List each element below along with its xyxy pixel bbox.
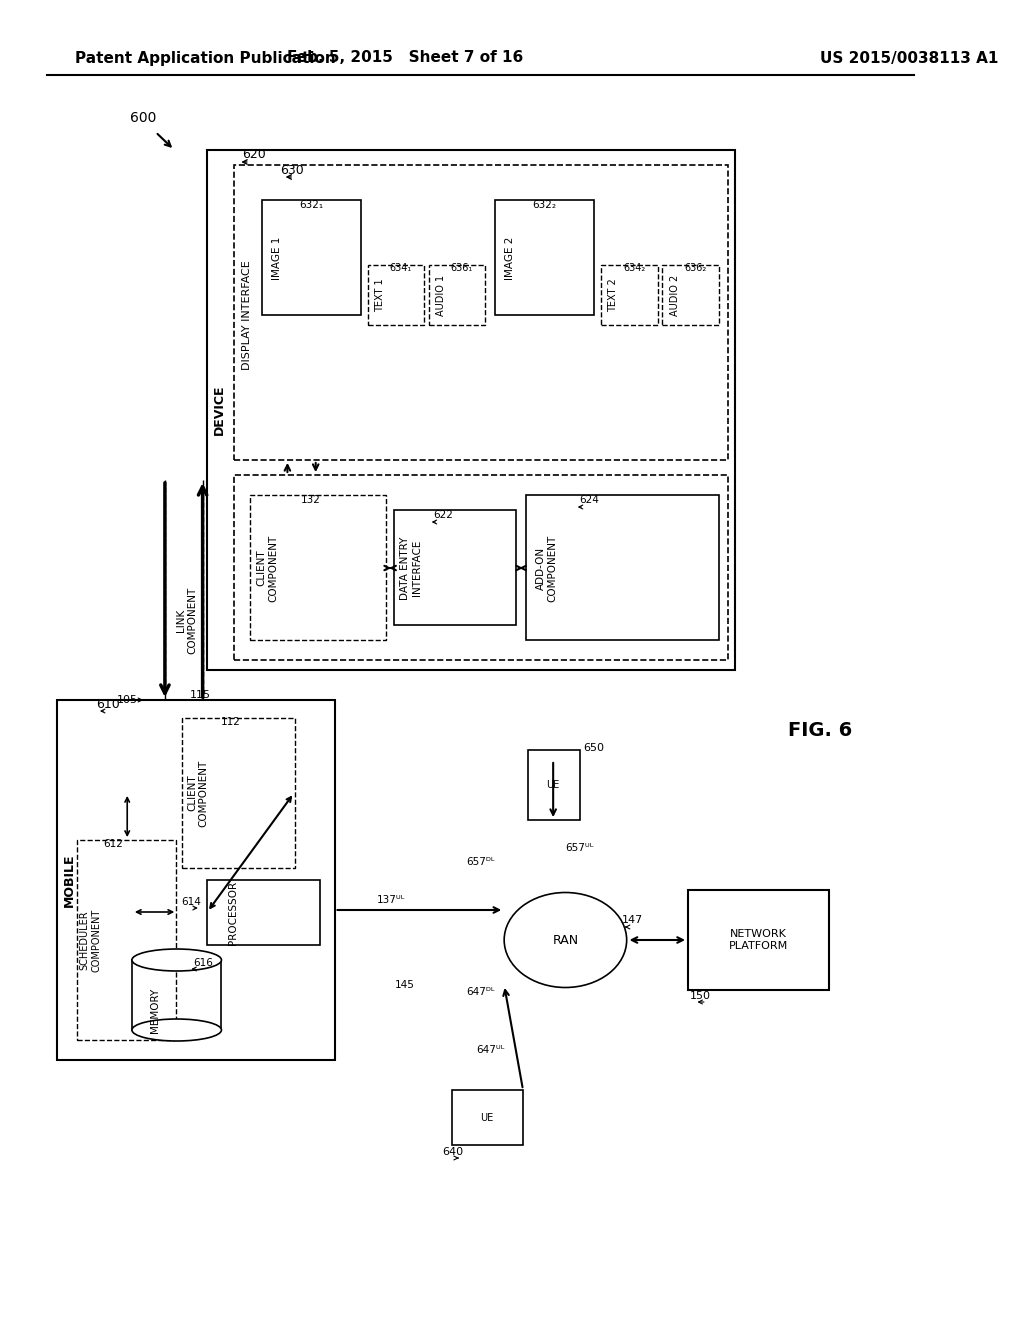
Bar	[495, 201, 594, 315]
Bar	[56, 700, 335, 1060]
Text: CLIENT
COMPONENT: CLIENT COMPONENT	[187, 759, 209, 826]
Text: 115: 115	[190, 690, 211, 700]
Text: 614: 614	[181, 898, 202, 907]
Bar	[77, 840, 176, 1040]
Text: FIG. 6: FIG. 6	[787, 721, 852, 739]
Text: CLIENT
COMPONENT: CLIENT COMPONENT	[257, 535, 279, 602]
Text: 112: 112	[221, 717, 241, 727]
Bar	[233, 475, 728, 660]
Text: SCHEDULER
COMPONENT: SCHEDULER COMPONENT	[80, 908, 101, 972]
Bar	[527, 750, 580, 820]
Ellipse shape	[504, 892, 627, 987]
Text: 634₂: 634₂	[623, 263, 645, 273]
Text: Patent Application Publication: Patent Application Publication	[76, 50, 336, 66]
Bar	[207, 150, 735, 671]
Text: AUDIO 2: AUDIO 2	[670, 275, 680, 315]
Text: LINK
COMPONENT: LINK COMPONENT	[176, 586, 198, 653]
Text: PROCESSOR: PROCESSOR	[227, 880, 238, 945]
Text: 632₁: 632₁	[299, 201, 323, 210]
Text: Feb. 5, 2015   Sheet 7 of 16: Feb. 5, 2015 Sheet 7 of 16	[287, 50, 523, 66]
Text: 650: 650	[584, 743, 604, 752]
Bar	[233, 165, 728, 459]
Bar	[394, 510, 516, 624]
Text: 624: 624	[580, 495, 599, 506]
Bar	[663, 265, 719, 325]
Text: 657ᴰᴸ: 657ᴰᴸ	[466, 857, 495, 867]
Bar	[429, 265, 485, 325]
Ellipse shape	[132, 949, 221, 972]
Bar	[182, 718, 295, 869]
Text: ADD-ON
COMPONENT: ADD-ON COMPONENT	[536, 535, 557, 602]
Bar	[262, 201, 360, 315]
Ellipse shape	[132, 1019, 221, 1041]
Text: 137ᵁᴸ: 137ᵁᴸ	[377, 895, 406, 906]
Text: MOBILE: MOBILE	[63, 853, 76, 907]
Bar	[601, 265, 657, 325]
Text: TEXT 1: TEXT 1	[375, 279, 385, 312]
Bar	[526, 495, 719, 640]
Text: 632₂: 632₂	[532, 201, 557, 210]
Text: US 2015/0038113 A1: US 2015/0038113 A1	[820, 50, 998, 66]
Bar	[132, 960, 221, 1030]
Bar	[207, 880, 321, 945]
Text: MEMORY: MEMORY	[151, 987, 161, 1032]
Text: UE: UE	[547, 780, 560, 789]
Text: 610: 610	[96, 697, 120, 710]
Bar	[250, 495, 386, 640]
Text: 620: 620	[243, 149, 266, 161]
Text: 647ᵁᴸ: 647ᵁᴸ	[476, 1045, 504, 1055]
Text: 147: 147	[622, 915, 643, 925]
Text: 657ᵁᴸ: 657ᵁᴸ	[565, 843, 594, 853]
Text: 132: 132	[301, 495, 321, 506]
Text: NETWORK
PLATFORM: NETWORK PLATFORM	[729, 929, 788, 950]
Text: 640: 640	[441, 1147, 463, 1158]
Text: AUDIO 1: AUDIO 1	[436, 275, 446, 315]
Text: 145: 145	[395, 979, 415, 990]
Text: 622: 622	[433, 510, 454, 520]
Bar	[688, 890, 829, 990]
Text: DEVICE: DEVICE	[213, 384, 226, 436]
Bar	[453, 1090, 523, 1144]
Text: 600: 600	[130, 111, 157, 125]
Text: 647ᴰᴸ: 647ᴰᴸ	[466, 987, 495, 997]
Text: 150: 150	[690, 991, 711, 1001]
Text: 616: 616	[194, 958, 213, 968]
Text: UE: UE	[480, 1113, 494, 1123]
Text: 636₁: 636₁	[451, 263, 473, 273]
Text: IMAGE 2: IMAGE 2	[505, 236, 515, 280]
Text: 105: 105	[117, 696, 137, 705]
Bar	[368, 265, 424, 325]
Text: RAN: RAN	[552, 933, 579, 946]
Text: IMAGE 1: IMAGE 1	[272, 236, 282, 280]
Text: TEXT 2: TEXT 2	[608, 279, 618, 312]
Text: 630: 630	[281, 164, 304, 177]
Text: 634₁: 634₁	[389, 263, 412, 273]
Text: DATA ENTRY
INTERFACE: DATA ENTRY INTERFACE	[400, 536, 422, 599]
Text: 612: 612	[103, 840, 123, 849]
Text: 636₂: 636₂	[684, 263, 707, 273]
Text: DISPLAY INTERFACE: DISPLAY INTERFACE	[242, 260, 252, 370]
